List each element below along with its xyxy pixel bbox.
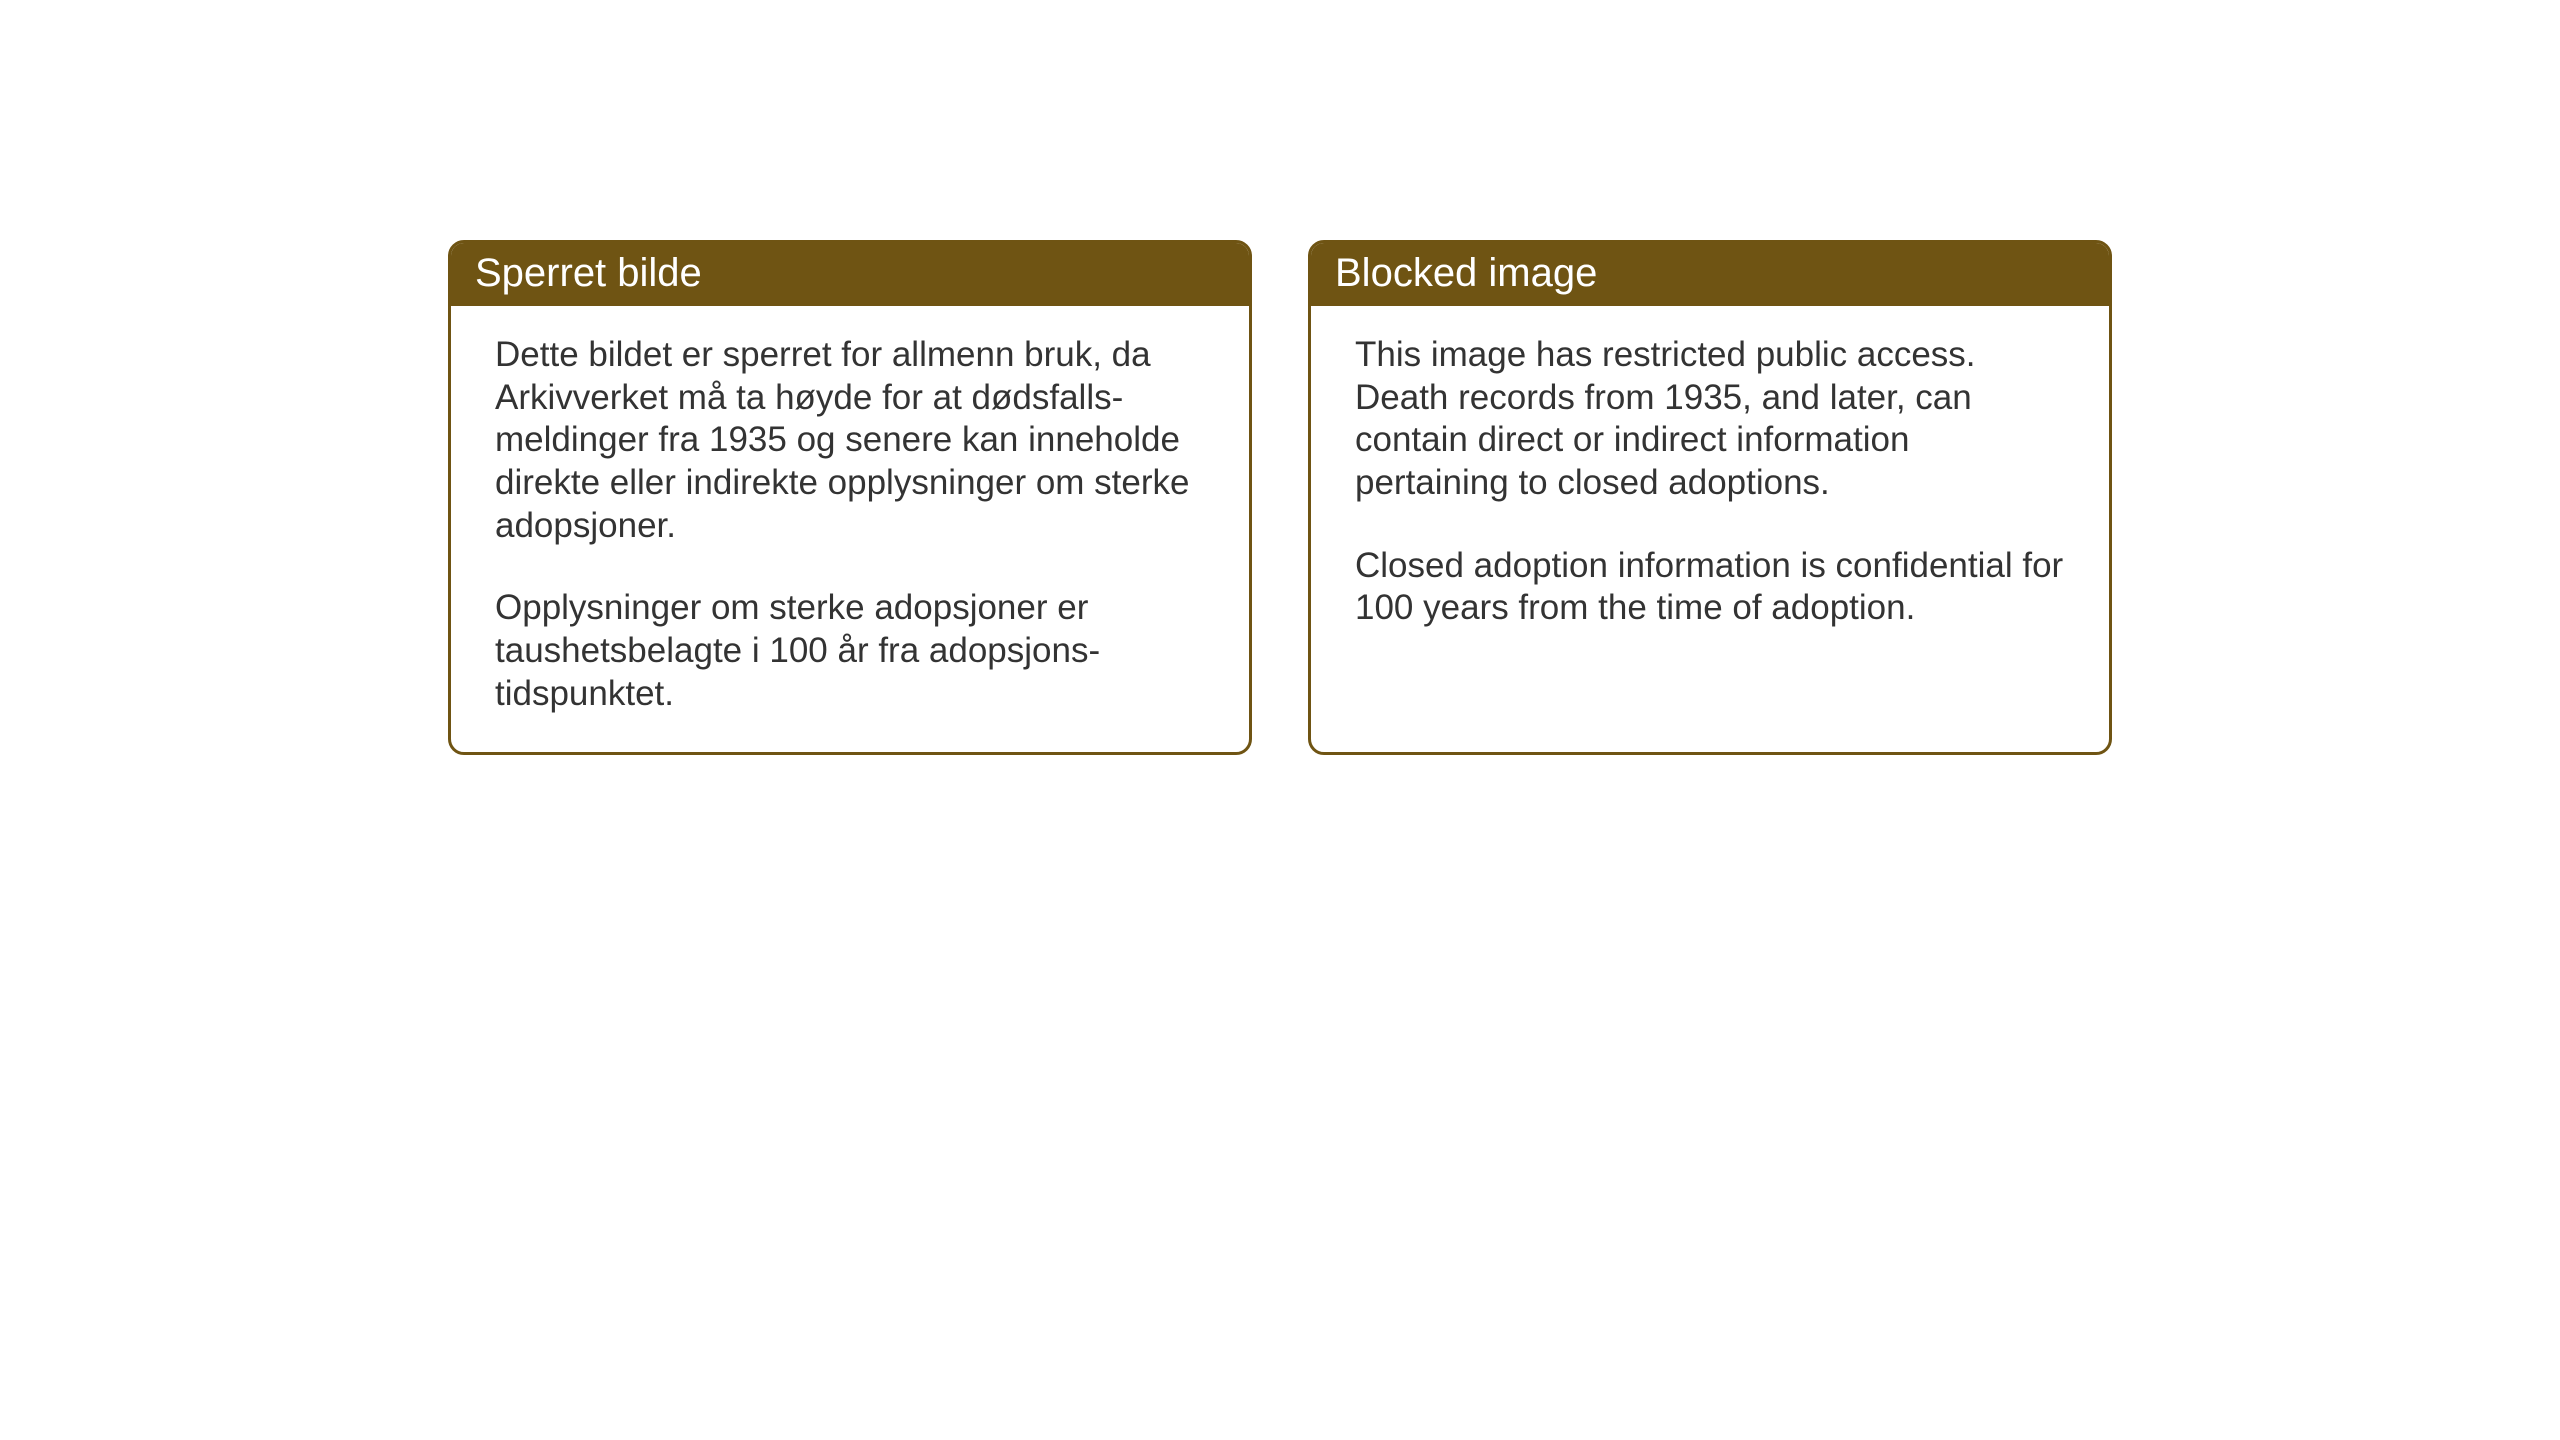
notice-paragraph-2-norwegian: Opplysninger om sterke adopsjoner er tau… (495, 587, 1205, 715)
notice-title-english: Blocked image (1335, 251, 1597, 295)
notice-paragraph-2-english: Closed adoption information is confident… (1355, 545, 2065, 630)
notice-card-norwegian: Sperret bilde Dette bildet er sperret fo… (448, 240, 1252, 755)
notice-body-english: This image has restricted public access.… (1311, 306, 2109, 726)
notice-header-english: Blocked image (1311, 243, 2109, 306)
notice-title-norwegian: Sperret bilde (475, 251, 702, 295)
notice-body-norwegian: Dette bildet er sperret for allmenn bruk… (451, 306, 1249, 752)
notice-card-english: Blocked image This image has restricted … (1308, 240, 2112, 755)
notice-header-norwegian: Sperret bilde (451, 243, 1249, 306)
notice-paragraph-1-english: This image has restricted public access.… (1355, 334, 2065, 505)
notice-container: Sperret bilde Dette bildet er sperret fo… (0, 0, 2560, 755)
notice-paragraph-1-norwegian: Dette bildet er sperret for allmenn bruk… (495, 334, 1205, 547)
